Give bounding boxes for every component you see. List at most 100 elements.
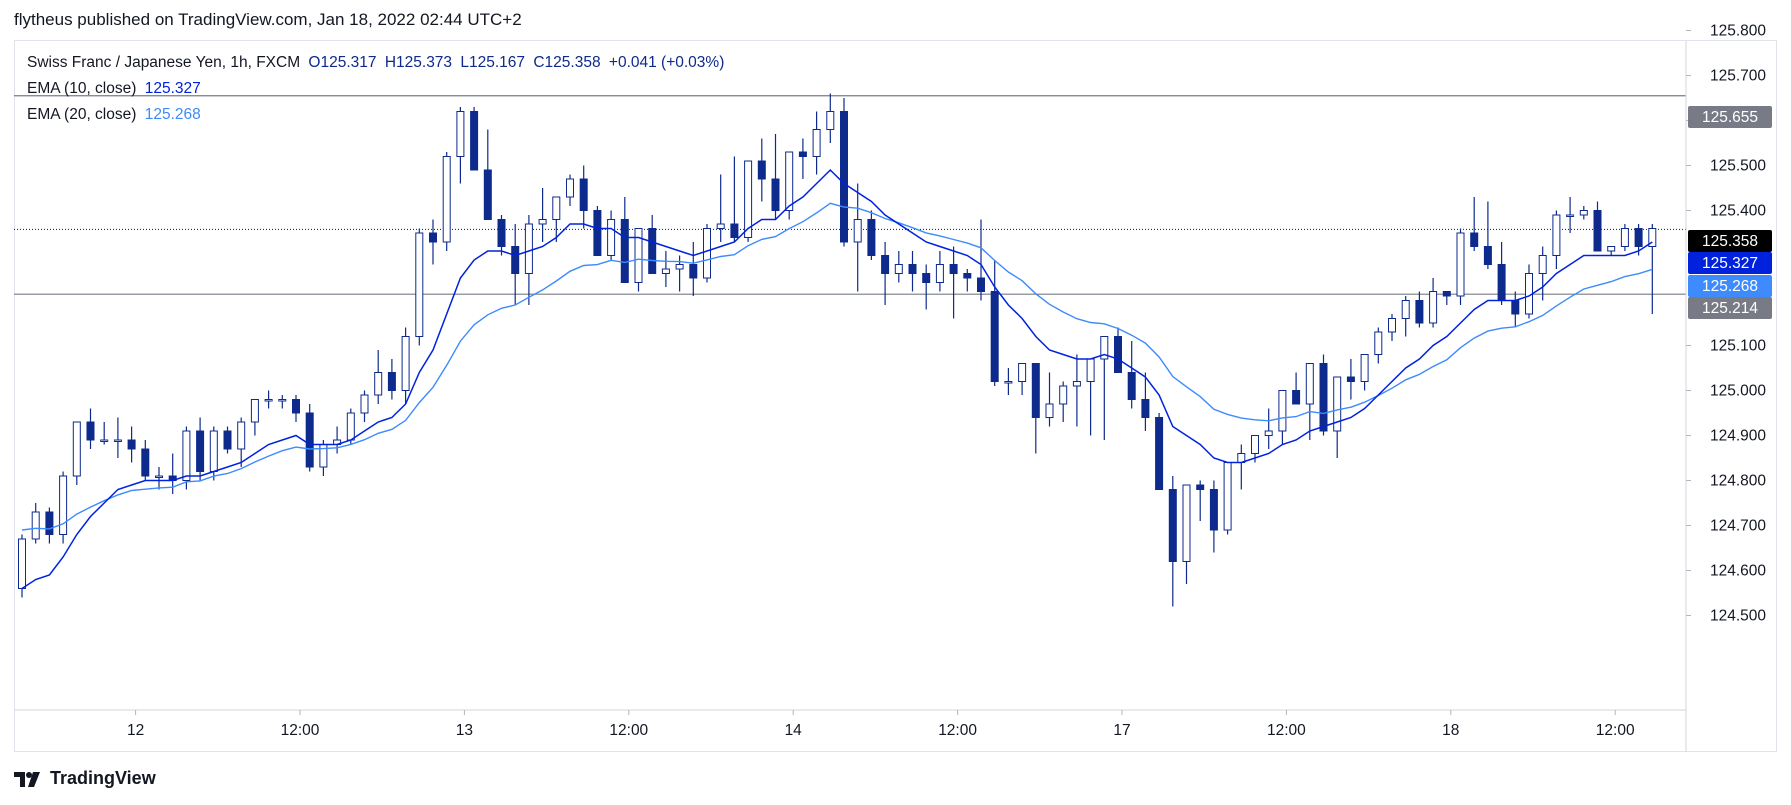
legend-ema20-label: EMA (20, close) bbox=[27, 106, 137, 123]
candle-body bbox=[1319, 363, 1328, 432]
candle-body bbox=[1100, 336, 1109, 360]
candle-body bbox=[470, 111, 479, 171]
candle-body bbox=[1059, 385, 1068, 405]
tradingview-brand-name: TradingView bbox=[50, 768, 156, 788]
candle-body bbox=[483, 169, 492, 220]
candle-body bbox=[346, 412, 355, 441]
candle-body bbox=[401, 336, 410, 391]
candle-body bbox=[1251, 435, 1259, 454]
candle-body bbox=[196, 430, 205, 472]
candle-body bbox=[305, 412, 314, 468]
candle-body bbox=[1374, 331, 1383, 355]
candle-body bbox=[579, 178, 588, 211]
tradingview-logo-icon bbox=[14, 771, 40, 787]
candle-body bbox=[1127, 372, 1136, 400]
candle-body bbox=[1607, 246, 1616, 252]
candle-body bbox=[1456, 232, 1465, 297]
candle-body bbox=[374, 372, 383, 396]
candle-body bbox=[1429, 291, 1438, 324]
candle-body bbox=[867, 219, 876, 256]
legend-ema10-label: EMA (10, close) bbox=[27, 80, 137, 97]
legend-ema20-value: 125.268 bbox=[144, 106, 201, 123]
y-tick-label: 125.400 bbox=[1710, 203, 1766, 220]
candle-body bbox=[497, 219, 506, 247]
candle-body bbox=[798, 151, 807, 157]
x-tick-label: 12:00 bbox=[1267, 722, 1306, 739]
price-tag-hline bbox=[1688, 297, 1772, 319]
candle-body bbox=[1045, 403, 1054, 418]
candle-body bbox=[360, 394, 369, 414]
y-tick-label: 125.100 bbox=[1710, 338, 1766, 355]
tradingview-brand[interactable]: TradingView bbox=[14, 768, 156, 789]
candle-body bbox=[620, 219, 629, 283]
candle-body bbox=[1442, 291, 1451, 297]
x-tick-label: 12:00 bbox=[1596, 722, 1635, 739]
y-tick-label: 125.700 bbox=[1710, 68, 1766, 85]
legend-ema10-row[interactable]: EMA (10, close) 125.327 bbox=[27, 80, 205, 98]
candle-body bbox=[538, 219, 547, 225]
candle-body bbox=[292, 399, 300, 414]
candle-body bbox=[1593, 210, 1602, 252]
y-tick-label: 124.800 bbox=[1710, 473, 1766, 490]
price-tag-label: 125.655 bbox=[1702, 109, 1758, 126]
candle-body bbox=[250, 399, 259, 423]
candle-body bbox=[812, 129, 821, 157]
candle-body bbox=[840, 111, 848, 243]
price-tag-hline bbox=[1688, 106, 1772, 128]
candle-body bbox=[716, 223, 725, 229]
candle-body bbox=[1278, 390, 1287, 432]
legend-close: C125.358 bbox=[533, 54, 601, 71]
x-tick-label: 18 bbox=[1442, 722, 1459, 739]
candle-body bbox=[1072, 381, 1081, 387]
candle-body bbox=[744, 160, 753, 238]
y-tick-label: 125.000 bbox=[1710, 383, 1766, 400]
candle-body bbox=[223, 430, 232, 450]
candle-body bbox=[442, 156, 451, 243]
price-tag-last bbox=[1688, 230, 1772, 252]
candle-body bbox=[1401, 300, 1410, 319]
legend-symbol[interactable]: Swiss Franc / Japanese Yen, 1h, FXCM bbox=[27, 54, 301, 71]
candle-body bbox=[141, 448, 150, 477]
candle-body bbox=[1004, 381, 1013, 384]
candle-body bbox=[634, 228, 643, 283]
candle-body bbox=[237, 421, 246, 450]
candle-body bbox=[1333, 376, 1342, 432]
candle-body bbox=[853, 219, 862, 243]
x-tick-label: 14 bbox=[785, 722, 803, 739]
candle-body bbox=[524, 223, 533, 274]
candle-body bbox=[1086, 358, 1095, 382]
candle-body bbox=[278, 399, 287, 402]
candle-body bbox=[100, 439, 109, 442]
y-tick-label: 124.900 bbox=[1710, 428, 1766, 445]
candle-body bbox=[1018, 363, 1027, 382]
legend-low: L125.167 bbox=[460, 54, 526, 71]
candle-body bbox=[785, 151, 794, 211]
candle-body bbox=[1305, 363, 1314, 405]
candle-body bbox=[31, 511, 40, 540]
candle-body bbox=[182, 430, 191, 481]
candle-body bbox=[429, 232, 437, 243]
candle-body bbox=[18, 538, 26, 589]
price-tag-label: 125.268 bbox=[1702, 278, 1758, 295]
candle-body bbox=[1182, 484, 1191, 562]
candle-body bbox=[1209, 489, 1218, 531]
candle-body bbox=[730, 223, 739, 238]
price-tag-label: 125.327 bbox=[1702, 255, 1758, 272]
y-tick-label: 125.800 bbox=[1710, 23, 1766, 40]
candle-body bbox=[689, 264, 698, 279]
candle-body bbox=[922, 273, 931, 283]
candle-body bbox=[209, 430, 218, 472]
price-tag-label: 125.358 bbox=[1702, 233, 1758, 250]
candle-body bbox=[1538, 255, 1547, 274]
candle-body bbox=[1634, 228, 1643, 247]
candle-body bbox=[1141, 399, 1150, 418]
candle-body bbox=[113, 439, 122, 442]
candle-body bbox=[1346, 376, 1355, 382]
candle-body bbox=[264, 399, 273, 402]
legend-ema20-row[interactable]: EMA (20, close) 125.268 bbox=[27, 106, 205, 124]
candle-body bbox=[908, 264, 917, 274]
y-tick-label: 124.700 bbox=[1710, 518, 1766, 535]
candle-body bbox=[1223, 462, 1232, 531]
candle-body bbox=[607, 219, 616, 256]
